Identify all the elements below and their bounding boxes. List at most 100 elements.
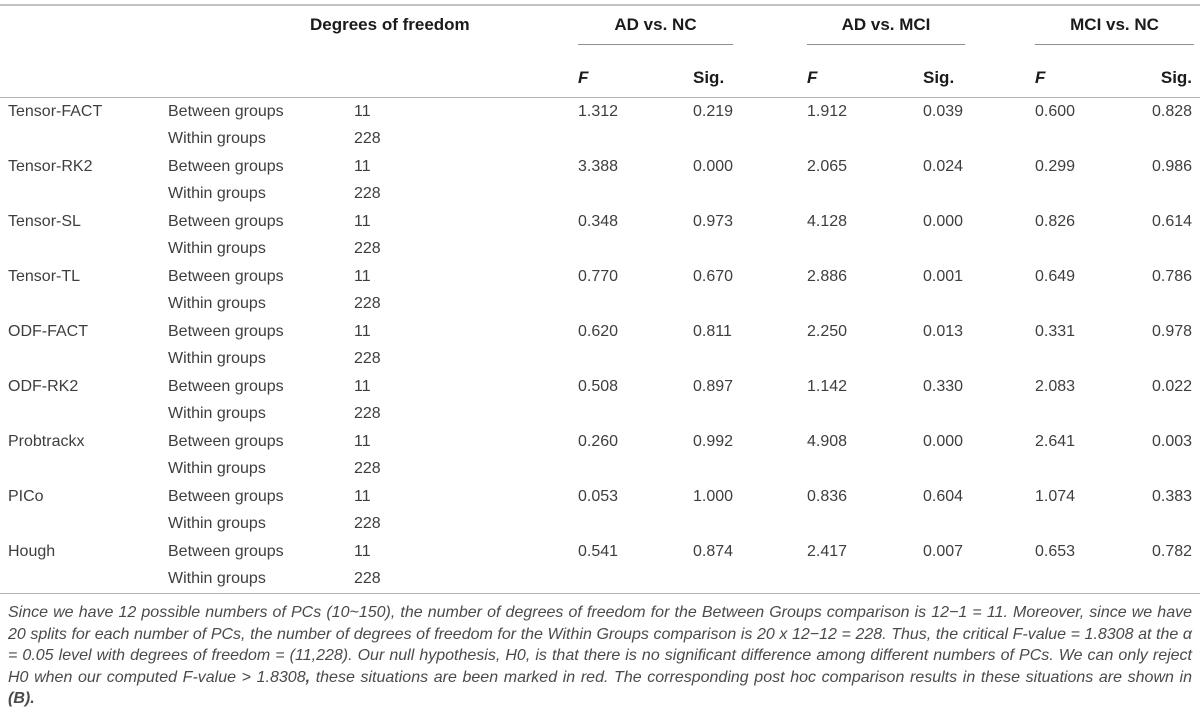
sig-cell bbox=[693, 456, 807, 484]
method-cell: Hough bbox=[8, 542, 56, 560]
f-cell bbox=[807, 565, 923, 594]
table-row-between-groups: Tensor-FACT Between groups 11 1.312 0.219 1.9… bbox=[0, 98, 1200, 126]
sig-cell: 0.024 bbox=[923, 157, 964, 175]
f-cell bbox=[807, 456, 923, 484]
method-cell bbox=[0, 236, 168, 264]
sig-cell: 0.000 bbox=[923, 212, 964, 230]
method-cell bbox=[0, 291, 168, 319]
method-cell: Tensor-FACT bbox=[8, 102, 103, 120]
f-cell: 4.128 bbox=[807, 212, 848, 230]
table-row-within-groups: Within groups 228 bbox=[0, 401, 1200, 429]
table-row-within-groups: Within groups 228 bbox=[0, 456, 1200, 484]
f-cell: 0.649 bbox=[1035, 267, 1076, 285]
df-cell: 228 bbox=[354, 565, 578, 594]
method-cell bbox=[0, 181, 168, 209]
f-cell bbox=[1035, 126, 1140, 154]
f-cell bbox=[807, 346, 923, 374]
method-cell bbox=[0, 456, 168, 484]
f-cell: 2.065 bbox=[807, 157, 848, 175]
group-cell: Between groups bbox=[168, 212, 284, 230]
sig-cell bbox=[1140, 565, 1200, 594]
f-cell: 0.348 bbox=[578, 212, 619, 230]
table-body: Tensor-FACT Between groups 11 1.312 0.219 1.9… bbox=[0, 98, 1200, 594]
table-row-within-groups: Within groups 228 bbox=[0, 291, 1200, 319]
sig-cell: 0.897 bbox=[693, 377, 734, 395]
group-cell: Between groups bbox=[168, 267, 284, 285]
sig-cell bbox=[923, 401, 1035, 429]
group-cell: Within groups bbox=[168, 460, 266, 478]
f-cell bbox=[1035, 236, 1140, 264]
sig-cell: 0.811 bbox=[693, 322, 732, 340]
f-cell bbox=[1035, 565, 1141, 594]
f-cell bbox=[807, 126, 923, 154]
footnote-segment: these situations are been marked in red.… bbox=[310, 668, 1193, 686]
df-cell: 11 bbox=[354, 102, 371, 120]
group-cell: Between groups bbox=[168, 377, 284, 395]
sig-cell bbox=[693, 346, 807, 374]
sig-cell: 0.986 bbox=[1151, 157, 1193, 175]
method-cell bbox=[0, 401, 168, 429]
sig-cell: 0.013 bbox=[923, 322, 964, 340]
f-cell: 0.299 bbox=[1035, 157, 1076, 175]
f-cell bbox=[578, 181, 693, 209]
group-cell: Within groups bbox=[168, 185, 266, 203]
sig-cell bbox=[693, 236, 807, 264]
table-row-between-groups: Tensor-SL Between groups 11 0.348 0.973 4.128… bbox=[0, 208, 1200, 236]
df-cell: 11 bbox=[354, 377, 371, 395]
sig-cell: 0.978 bbox=[1151, 322, 1193, 340]
f-cell bbox=[578, 126, 693, 154]
empty-header-method bbox=[0, 6, 168, 59]
sig-cell: 0.219 bbox=[693, 102, 734, 120]
f-cell bbox=[578, 346, 693, 374]
method-cell bbox=[0, 346, 168, 374]
group-cell: Between groups bbox=[168, 432, 284, 450]
f-cell: 4.908 bbox=[807, 432, 848, 450]
sig-cell: 0.383 bbox=[1151, 487, 1193, 505]
f-cell: 0.620 bbox=[578, 322, 619, 340]
table-header: Degrees of freedom AD vs. NC AD vs. MCI … bbox=[0, 6, 1200, 98]
f-cell: 1.312 bbox=[578, 102, 619, 120]
f-cell bbox=[578, 236, 693, 264]
f-cell: 0.770 bbox=[578, 267, 619, 285]
mci-vs-nc-label: MCI vs. NC bbox=[1035, 15, 1195, 45]
f-cell: 2.250 bbox=[807, 322, 848, 340]
col-header-ad-vs-nc: AD vs. NC bbox=[578, 6, 807, 59]
f-cell bbox=[578, 565, 693, 594]
group-header-row: Degrees of freedom AD vs. NC AD vs. MCI … bbox=[0, 6, 1200, 59]
sig-cell bbox=[693, 401, 807, 429]
f-cell bbox=[1035, 456, 1140, 484]
sig-cell: 0.670 bbox=[693, 267, 734, 285]
table-row-between-groups: Tensor-TL Between groups 11 0.770 0.670 2.886… bbox=[0, 263, 1200, 291]
f-cell bbox=[578, 401, 693, 429]
method-cell: Probtrackx bbox=[8, 432, 85, 450]
group-cell: Within groups bbox=[168, 565, 354, 594]
sig-cell bbox=[923, 291, 1035, 319]
sig-cell bbox=[693, 126, 807, 154]
f-cell bbox=[578, 456, 693, 484]
sig-cell: 0.604 bbox=[923, 487, 964, 505]
group-cell: Within groups bbox=[168, 350, 266, 368]
method-cell: ODF-RK2 bbox=[8, 377, 79, 395]
f-cell: 2.417 bbox=[807, 542, 848, 560]
f-cell bbox=[807, 236, 923, 264]
table-row-within-groups: Within groups 228 bbox=[0, 565, 1200, 594]
sig-cell: 0.614 bbox=[1151, 212, 1193, 230]
sig-cell bbox=[1140, 456, 1200, 484]
f-cell bbox=[578, 511, 693, 539]
f-cell: 1.142 bbox=[807, 377, 848, 395]
method-cell bbox=[0, 565, 168, 594]
sig-cell bbox=[923, 511, 1035, 539]
anova-results-table: Degrees of freedom AD vs. NC AD vs. MCI … bbox=[0, 6, 1200, 594]
df-cell: 228 bbox=[354, 460, 381, 478]
f-cell: 1.074 bbox=[1035, 487, 1076, 505]
df-cell: 228 bbox=[354, 405, 381, 423]
f-cell bbox=[1035, 346, 1140, 374]
sig-cell bbox=[693, 565, 807, 594]
sig-cell: 0.782 bbox=[1151, 542, 1193, 560]
sig-cell bbox=[923, 456, 1035, 484]
sig-cell: 0.000 bbox=[923, 432, 964, 450]
sig-cell: 1.000 bbox=[693, 487, 734, 505]
footnote-segment: , bbox=[305, 668, 311, 686]
sub-header-row: F Sig. F Sig. F Sig. bbox=[0, 59, 1200, 98]
f-cell bbox=[807, 511, 923, 539]
